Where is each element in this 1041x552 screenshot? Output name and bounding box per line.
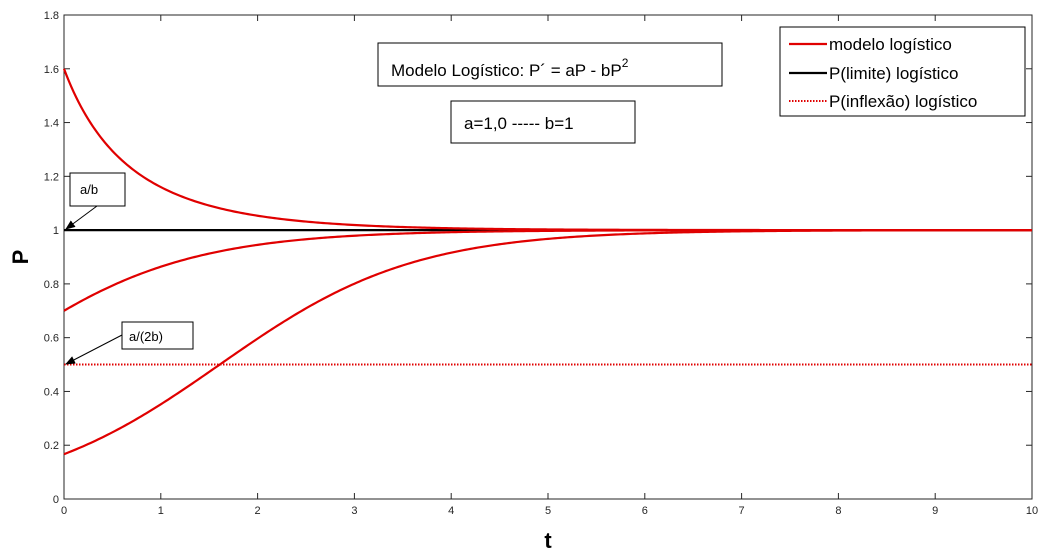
annotation-a-over-2b-text: a/(2b) [129,329,163,344]
series-line-2 [63,229,1032,456]
legend-frame [779,26,1026,117]
y-axis-label: P [8,250,33,265]
x-tick-label: 4 [448,505,454,517]
model-title-box: Modelo Logístico: P´ = aP - bP2 [377,42,723,87]
annotation-a-over-b-box [69,172,126,207]
model-title-text: Modelo Logístico: P´ = aP - bP2 [391,56,629,80]
y-tick-label: 1.8 [44,10,59,22]
legend: modelo logístico P(limite) logístico P(i… [779,26,1026,117]
annotation-a-over-2b: a/(2b) [65,321,194,365]
model-title-superscript: 2 [622,56,629,70]
annotation-a-over-b-text: a/b [80,182,98,197]
y-tick-label: 1.6 [44,64,59,76]
y-tick-label: 0.4 [44,386,59,398]
legend-label-limit: P(limite) logístico [829,64,958,83]
model-title-frame [377,42,723,87]
x-tick-label: 0 [61,505,67,517]
annotation-a-over-2b-arrow [65,334,123,365]
annotation-a-over-b-arrow [65,205,98,230]
model-title-prefix: Modelo Logístico: P´ = aP - bP [391,61,622,80]
annotation-a-over-b: a/b [65,172,126,230]
params-frame [450,100,636,144]
y-tick-label: 0.8 [44,279,59,291]
x-tick-label: 10 [1026,505,1038,517]
x-tick-label: 3 [351,505,357,517]
x-tick-label: 6 [642,505,648,517]
legend-label-model: modelo logístico [829,35,952,54]
x-tick-label: 5 [545,505,551,517]
x-tick-label: 1 [158,505,164,517]
y-tick-label: 0 [53,494,59,506]
x-tick-label: 2 [255,505,261,517]
x-tick-label: 7 [739,505,745,517]
annotation-a-over-2b-box [121,321,194,350]
params-box: a=1,0 ----- b=1 [450,100,636,144]
y-tick-label: 1.2 [44,171,59,183]
x-axis-label: t [544,528,552,552]
y-tick-label: 1.4 [44,118,59,130]
tick-labels: 0 1 2 3 4 5 6 7 8 9 10 0 0.2 0.4 0.6 0.8 1 1.2 1.4 1.6 1.8 [44,10,1038,517]
y-tick-label: 0.6 [44,333,59,345]
x-tick-label: 9 [932,505,938,517]
x-tick-label: 8 [835,505,841,517]
params-text: a=1,0 ----- b=1 [464,114,574,133]
y-tick-label: 1 [53,225,59,237]
series-layer [62,68,1032,456]
y-tick-label: 0.2 [44,440,59,452]
legend-label-inflexao: P(inflexão) logístico [829,92,977,111]
